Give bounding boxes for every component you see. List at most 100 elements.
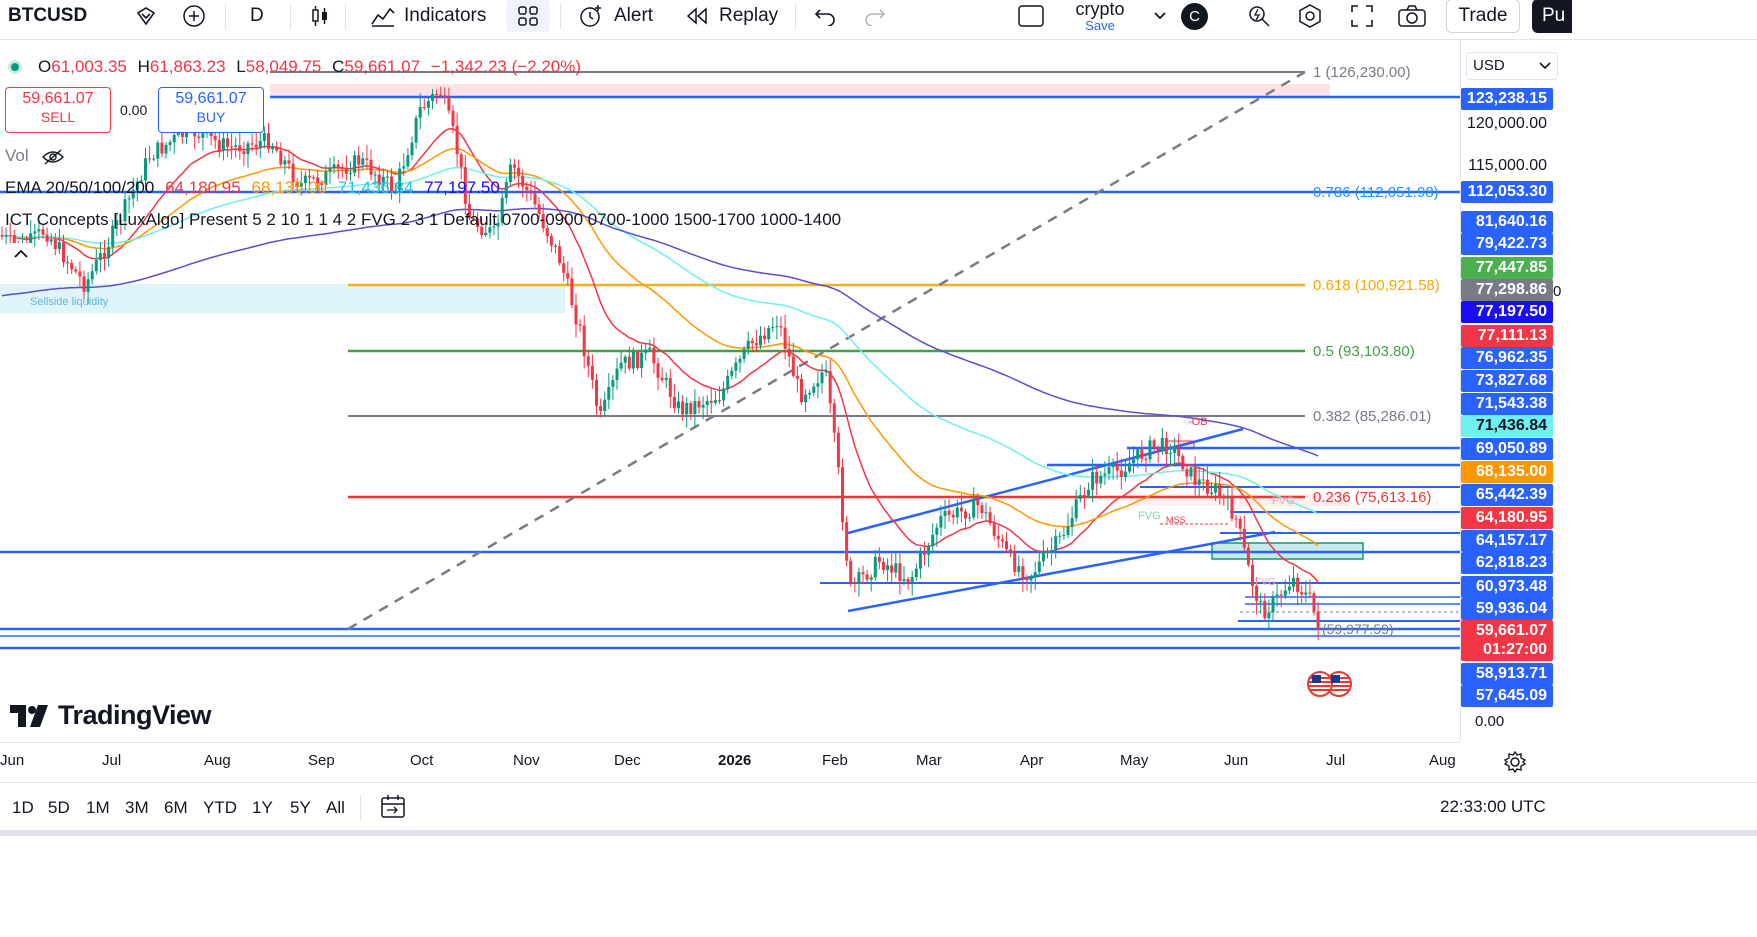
add-symbol-icon[interactable] — [180, 0, 208, 32]
candle-body — [1062, 535, 1066, 537]
quick-search-icon[interactable] — [1246, 0, 1272, 32]
candle-body — [1181, 455, 1185, 470]
indicators-button[interactable]: Indicators — [370, 0, 486, 32]
ema-legend[interactable]: EMA 20/50/100/200 64,180.95 68,135.00 71… — [5, 178, 500, 198]
candle-body — [1271, 595, 1275, 613]
candle-body — [906, 579, 910, 584]
candle-body — [82, 276, 86, 292]
compare-symbol-icon[interactable] — [132, 0, 160, 32]
settings-hex-icon[interactable] — [1296, 0, 1324, 32]
fib-label-0: (59,977.59) — [1322, 621, 1394, 637]
sell-button[interactable]: 59,661.07 SELL — [5, 87, 111, 133]
date-range-calendar-icon[interactable] — [378, 794, 408, 820]
candle-body — [406, 155, 410, 167]
range-button-1m[interactable]: 1M — [86, 798, 110, 817]
tradingview-logo[interactable]: TradingView — [10, 700, 212, 731]
layout-square-icon[interactable] — [1016, 0, 1046, 32]
range-button-5d[interactable]: 5D — [48, 798, 70, 817]
currency-label: USD — [1473, 57, 1505, 74]
time-axis[interactable] — [0, 742, 1460, 782]
time-axis-label: May — [1120, 752, 1149, 769]
layout-name-button[interactable]: crypto Save — [1066, 0, 1134, 32]
chevron-down-icon — [1539, 62, 1551, 70]
undo-icon[interactable] — [812, 0, 838, 32]
candle-body — [119, 220, 123, 222]
ema-20-line — [1, 127, 1319, 583]
symbol-search[interactable]: BTCUSD — [8, 0, 126, 32]
range-button-ytd[interactable]: YTD — [203, 798, 237, 817]
currency-select[interactable]: USD — [1466, 52, 1558, 80]
camera-snapshot-icon[interactable] — [1396, 0, 1428, 32]
sell-label: SELL — [40, 109, 76, 125]
candle-body — [435, 94, 439, 96]
candle-body — [1255, 585, 1259, 601]
candle-body — [836, 432, 840, 468]
buy-button[interactable]: 59,661.07 BUY — [158, 87, 264, 133]
candle-body — [808, 392, 812, 395]
candle-body — [1226, 497, 1230, 499]
candle-body — [1074, 499, 1078, 519]
candle-body — [640, 352, 644, 369]
candle-body — [37, 229, 41, 232]
range-button-1d[interactable]: 1D — [12, 798, 34, 817]
market-flag-icon[interactable] — [1304, 670, 1354, 698]
range-button-all[interactable]: All — [326, 798, 345, 817]
candle-body — [734, 362, 738, 371]
candle-body — [914, 568, 918, 578]
user-avatar[interactable]: C — [1181, 3, 1208, 30]
collapse-legend-icon[interactable] — [10, 243, 32, 265]
candle-body — [41, 229, 45, 235]
candle-body — [722, 388, 726, 401]
time-axis-label: Aug — [1429, 752, 1456, 769]
candle-body — [882, 562, 885, 570]
volume-legend[interactable]: Vol — [5, 146, 65, 166]
candle-body — [992, 523, 996, 536]
buy-price: 59,661.07 — [175, 90, 247, 107]
candle-body — [299, 183, 303, 187]
templates-grid-icon[interactable] — [506, 0, 550, 32]
candle-body — [705, 400, 709, 406]
candle-body — [508, 164, 512, 183]
candle-body — [459, 154, 463, 168]
interval-button[interactable]: D — [250, 0, 270, 32]
ict-legend[interactable]: ICT Concepts [LuxAlgo] Present 5 2 10 1 … — [5, 210, 841, 230]
candle-body — [595, 379, 598, 406]
publish-button[interactable]: Pu — [1532, 0, 1572, 33]
replay-button[interactable]: Replay — [685, 0, 778, 32]
fullscreen-icon[interactable] — [1348, 0, 1376, 32]
candle-body — [685, 402, 689, 415]
candle-body — [1287, 586, 1291, 591]
candles-icon[interactable] — [308, 0, 332, 32]
alert-button[interactable]: Alert — [578, 0, 653, 32]
candle-body — [135, 181, 139, 190]
trade-button[interactable]: Trade — [1446, 0, 1520, 33]
redo-icon[interactable] — [862, 0, 888, 32]
candle-body — [357, 155, 361, 165]
alert-clock-icon — [578, 3, 604, 29]
candle-body — [238, 145, 242, 152]
candle-body — [611, 379, 615, 387]
chart-settings-gear-icon[interactable] — [1503, 750, 1527, 774]
candle-body — [644, 349, 648, 353]
range-button-6m[interactable]: 6M — [164, 798, 188, 817]
utc-clock[interactable]: 22:33:00 UTC — [1440, 797, 1546, 816]
price-axis-label: 77,197.50 — [1461, 301, 1553, 323]
candle-body — [156, 142, 160, 159]
price-chart[interactable] — [0, 40, 1757, 937]
candle-body — [681, 401, 685, 415]
candle-body — [1136, 449, 1140, 460]
chevron-down-icon[interactable] — [1150, 0, 1170, 32]
range-button-1y[interactable]: 1Y — [252, 798, 273, 817]
candle-body — [886, 565, 890, 570]
range-button-3m[interactable]: 3M — [125, 798, 149, 817]
candle-body — [636, 351, 639, 369]
candle-body — [828, 371, 832, 404]
candle-body — [152, 158, 156, 160]
layout-name: crypto — [1075, 0, 1125, 19]
candle-body — [689, 402, 693, 415]
candle-body — [541, 213, 545, 229]
price-axis-label: 77,447.85 — [1461, 257, 1553, 279]
eye-hidden-icon[interactable] — [41, 148, 65, 165]
range-button-5y[interactable]: 5Y — [290, 798, 311, 817]
candle-body — [775, 326, 779, 328]
